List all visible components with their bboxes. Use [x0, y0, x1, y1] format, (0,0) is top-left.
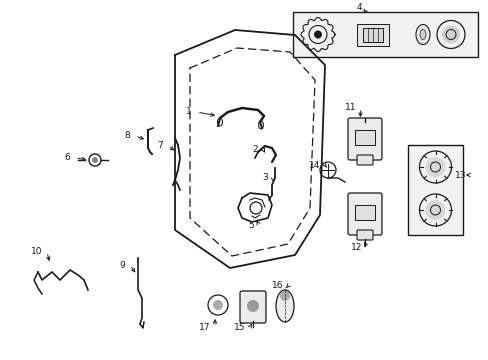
Circle shape [92, 157, 98, 163]
FancyBboxPatch shape [240, 291, 265, 323]
Ellipse shape [415, 24, 429, 45]
Circle shape [441, 26, 459, 44]
Bar [407, 145, 462, 235]
FancyBboxPatch shape [356, 230, 372, 240]
Text: 3: 3 [262, 174, 267, 183]
Text: 5: 5 [248, 220, 253, 230]
Circle shape [425, 157, 445, 177]
Bar [354, 130, 374, 145]
FancyBboxPatch shape [347, 193, 381, 235]
Text: 14: 14 [308, 161, 319, 170]
Ellipse shape [275, 290, 293, 322]
Bar [362, 27, 382, 41]
Bar [292, 12, 477, 57]
Ellipse shape [258, 121, 263, 129]
Bar [356, 23, 388, 45]
Text: 12: 12 [350, 243, 361, 252]
Text: 15: 15 [233, 323, 244, 332]
Circle shape [280, 291, 289, 301]
Circle shape [246, 300, 259, 312]
Bar [354, 205, 374, 220]
Text: 17: 17 [198, 323, 209, 332]
Circle shape [213, 300, 223, 310]
Circle shape [313, 31, 321, 39]
Text: 4: 4 [356, 4, 361, 13]
Text: 2: 2 [252, 144, 258, 153]
FancyBboxPatch shape [347, 118, 381, 160]
Text: 11: 11 [344, 104, 355, 112]
Circle shape [425, 200, 445, 220]
Text: 13: 13 [453, 171, 465, 180]
Text: 1: 1 [186, 108, 192, 117]
Text: 10: 10 [30, 248, 42, 256]
Text: 16: 16 [271, 282, 283, 291]
Text: 9: 9 [119, 261, 125, 270]
Ellipse shape [419, 30, 425, 40]
Text: 7: 7 [157, 141, 163, 150]
FancyBboxPatch shape [356, 155, 372, 165]
Ellipse shape [217, 118, 222, 126]
Text: 8: 8 [124, 131, 130, 140]
Text: 6: 6 [64, 153, 70, 162]
